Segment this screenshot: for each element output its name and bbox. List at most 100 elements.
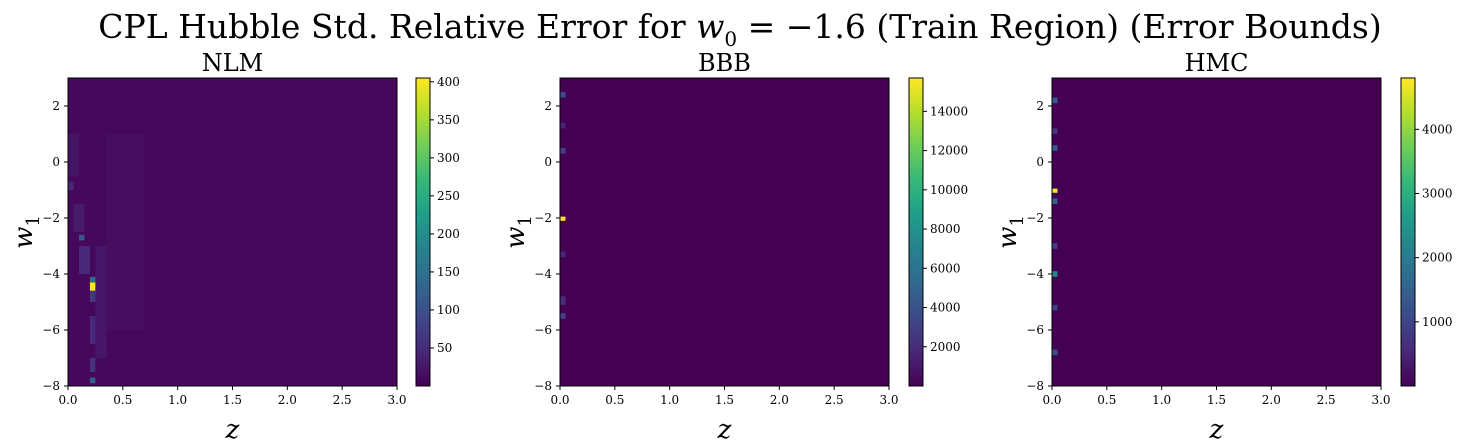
y-tick-label: 2 [1036, 99, 1044, 113]
heatmap-cell [1052, 304, 1058, 311]
y-tick-label: −8 [1026, 379, 1044, 393]
x-tick-label: 1.5 [1207, 393, 1226, 407]
y-axis-label-main: w [993, 227, 1023, 249]
y-tick-label: −4 [534, 267, 552, 281]
x-tick-label: 0.0 [550, 393, 569, 407]
y-axis-label-main: w [501, 227, 531, 249]
colorbar-tick-label: 4000 [930, 301, 961, 315]
colorbar [908, 77, 924, 387]
figure-title-part-2: = −1.6 (Train Region) (Error Bounds) [737, 7, 1382, 46]
x-tick-label: 0.0 [1042, 393, 1061, 407]
heatmap-cell [1052, 128, 1058, 134]
x-tick-label: 2.5 [1317, 393, 1336, 407]
heatmap-cell [1052, 97, 1058, 104]
heatmap-cell [560, 296, 566, 305]
colorbar-tick-label: 6000 [930, 261, 961, 275]
x-tick-label: 0.5 [113, 393, 132, 407]
x-tick-label: 2.0 [278, 393, 297, 407]
y-axis-label: w1 [9, 215, 44, 249]
heatmap-cell [89, 276, 96, 283]
colorbar-tick-label: 8000 [930, 222, 961, 236]
heatmap-cell [560, 251, 566, 258]
heatmap-cell [89, 290, 101, 302]
y-tick-label: −4 [1026, 267, 1044, 281]
colorbar-tick-label: 2000 [930, 340, 961, 354]
colorbar-tick-label: 150 [437, 265, 460, 279]
y-tick-label: −2 [42, 211, 60, 225]
y-tick-label: −6 [42, 323, 60, 337]
heatmap-cell [89, 358, 96, 372]
figure-title-subscript: 0 [724, 27, 737, 51]
colorbar-tick-label: 400 [437, 75, 460, 89]
colorbar-tick-label: 2000 [1422, 251, 1453, 265]
colorbar-tick-label: 12000 [930, 144, 968, 158]
y-tick-label: −6 [534, 323, 552, 337]
y-tick-label: 0 [1036, 155, 1044, 169]
y-tick-label: 2 [544, 99, 552, 113]
x-tick-label: 2.0 [770, 393, 789, 407]
panel-title: NLM [202, 49, 264, 77]
heatmap-background [560, 78, 889, 386]
x-tick-label: 0.0 [58, 393, 77, 407]
heatmap-cell [68, 181, 74, 190]
colorbar-tick-label: 4000 [1422, 122, 1453, 136]
panel-title: BBB [698, 49, 751, 77]
colorbar-tick-label: 200 [437, 227, 460, 241]
x-axis-label: z [225, 415, 240, 445]
y-tick-label: −8 [42, 379, 60, 393]
panel-hmc: HMC 0.0 0.5 1.0 1.5 2.0 2.5 3.0 −8 −6 −4 −2 0 2 z w1 100… [993, 49, 1453, 445]
heatmap-cell [1052, 243, 1058, 249]
heatmap-background [1052, 78, 1381, 386]
figure-title: CPL Hubble Std. Relative Error for w0 = … [98, 7, 1382, 51]
heatmap-cell [78, 234, 85, 241]
heatmap-cell [560, 216, 566, 221]
colorbar-tick-label: 14000 [930, 104, 968, 118]
x-tick-label: 0.5 [1097, 393, 1116, 407]
heatmap-cell [68, 134, 79, 176]
heatmap-cell [560, 122, 566, 129]
heatmap-cell [106, 134, 145, 330]
y-tick-label: 2 [52, 99, 60, 113]
y-tick-label: −2 [1026, 211, 1044, 225]
colorbar-tick-label: 300 [437, 151, 460, 165]
colorbar [415, 77, 431, 387]
heatmap-cell [1052, 145, 1058, 151]
x-tick-label: 1.5 [223, 393, 242, 407]
y-axis-label-subscript: 1 [23, 215, 44, 226]
heatmap-cell [95, 246, 107, 358]
colorbar-tick-label: 50 [437, 341, 452, 355]
x-tick-label: 3.0 [1371, 393, 1390, 407]
heatmap-cell [89, 316, 96, 344]
x-tick-label: 2.5 [333, 393, 352, 407]
y-axis-label: w1 [501, 215, 536, 249]
y-tick-label: −2 [534, 211, 552, 225]
y-tick-label: −4 [42, 267, 60, 281]
x-tick-label: 1.0 [168, 393, 187, 407]
colorbar [1400, 77, 1416, 387]
y-tick-label: −8 [534, 379, 552, 393]
heatmap-cell [1052, 349, 1058, 356]
panel-title: HMC [1185, 49, 1249, 77]
heatmap-cell [560, 148, 566, 154]
heatmap-cell [1052, 271, 1058, 277]
y-axis-label-subscript: 1 [1007, 215, 1028, 226]
heatmap-cell [89, 282, 96, 291]
y-tick-label: 0 [52, 155, 60, 169]
colorbar-tick-label: 1000 [1422, 315, 1453, 329]
heatmap-cell [89, 377, 96, 384]
heatmap-cell [1052, 188, 1058, 193]
heatmap-cell [78, 246, 90, 274]
y-axis-label-subscript: 1 [515, 215, 536, 226]
heatmap-cell [560, 92, 566, 98]
x-axis-label: z [717, 415, 732, 445]
x-tick-label: 2.5 [825, 393, 844, 407]
heatmap-cell [560, 313, 566, 319]
y-axis-label-main: w [9, 227, 39, 249]
x-tick-label: 1.0 [660, 393, 679, 407]
figure-title-w: w [696, 7, 724, 46]
x-tick-label: 0.5 [605, 393, 624, 407]
